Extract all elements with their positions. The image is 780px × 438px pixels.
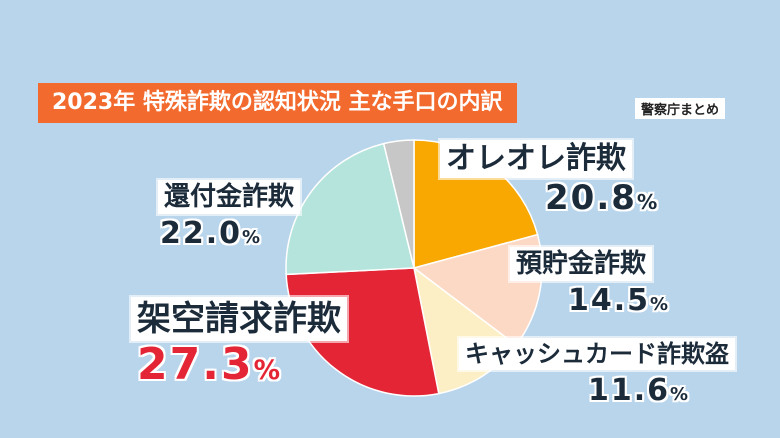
slice-value-number: 22.0 xyxy=(160,216,243,251)
slice-value-ore-ore: 20.8% xyxy=(545,178,657,222)
slice-value-number: 11.6 xyxy=(588,373,671,408)
slice-label-cash-card: キャッシュカード詐欺盗 xyxy=(459,338,735,370)
slice-value-number: 27.3 xyxy=(137,339,254,390)
percent-unit: % xyxy=(242,227,261,248)
percent-unit: % xyxy=(636,190,658,214)
pie-slice-5 xyxy=(382,139,415,269)
slice-value-cash-card: 11.6% xyxy=(588,373,688,413)
slice-value-number: 20.8 xyxy=(545,178,637,218)
slice-label-ore-ore: オレオレ詐欺 xyxy=(440,140,632,178)
percent-unit: % xyxy=(650,294,669,315)
slice-value-number: 14.5 xyxy=(568,283,651,318)
slice-value-refund: 22.0% xyxy=(160,216,260,256)
source-note: 警察庁まとめ xyxy=(635,98,726,119)
pie-slice-4 xyxy=(285,142,415,276)
chart-title: 2023年 特殊詐欺の認知状況 主な手口の内訳 xyxy=(38,83,517,123)
slice-label-refund: 還付金詐欺 xyxy=(158,180,301,214)
slice-value-fictitious-billing: 27.3% xyxy=(137,340,280,396)
slice-label-deposit: 預貯金詐欺 xyxy=(510,247,653,281)
slice-value-deposit: 14.5% xyxy=(568,283,668,323)
percent-unit: % xyxy=(670,384,689,405)
percent-unit: % xyxy=(253,355,281,386)
slice-label-fictitious-billing: 架空請求詐欺 xyxy=(131,297,347,341)
